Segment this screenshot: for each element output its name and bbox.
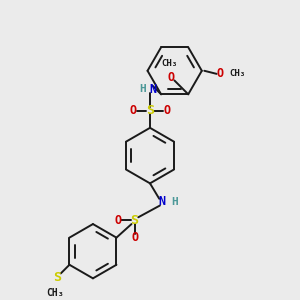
- Text: S: S: [130, 214, 139, 227]
- Text: O: O: [217, 68, 224, 80]
- Text: O: O: [130, 104, 136, 117]
- Text: H: H: [171, 197, 178, 207]
- Text: N: N: [149, 83, 157, 96]
- Text: S: S: [146, 104, 154, 117]
- Text: S: S: [53, 271, 61, 284]
- Text: O: O: [164, 104, 170, 117]
- Text: N: N: [159, 195, 166, 208]
- Text: O: O: [168, 71, 175, 84]
- Text: CH₃: CH₃: [162, 59, 178, 68]
- Text: CH₃: CH₃: [229, 69, 245, 78]
- Text: O: O: [114, 214, 121, 227]
- Text: CH₃: CH₃: [47, 287, 64, 298]
- Text: O: O: [131, 231, 138, 244]
- Text: H: H: [139, 84, 146, 94]
